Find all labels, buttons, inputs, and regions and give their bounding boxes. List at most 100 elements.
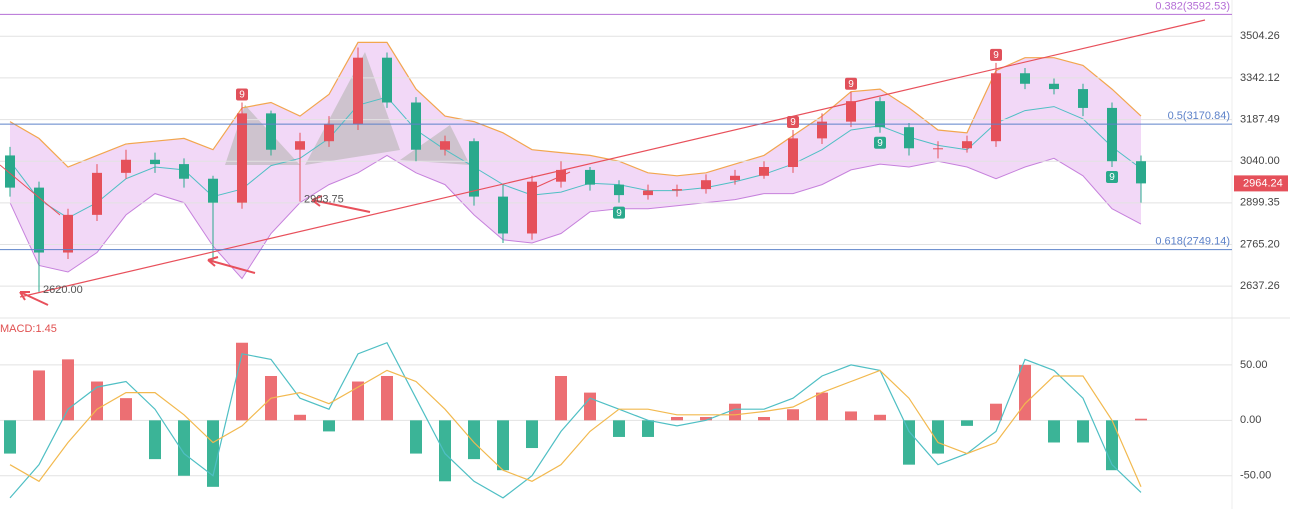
y-tick-label: 3040.00 xyxy=(1240,155,1280,167)
fib-label: 0.5(3170.84) xyxy=(1168,110,1230,122)
macd-bar xyxy=(1077,420,1089,443)
candle-body xyxy=(1078,89,1088,108)
macd-bar xyxy=(903,420,915,465)
candle-body xyxy=(759,167,769,176)
band-upper xyxy=(9,41,1142,177)
macd-bar xyxy=(33,370,45,421)
drawings xyxy=(0,19,1206,306)
y-tick-label: 3187.49 xyxy=(1240,113,1280,125)
y-tick-label: -50.00 xyxy=(1240,470,1271,482)
candle-body xyxy=(34,187,44,253)
y-tick-label: 0.00 xyxy=(1240,414,1261,426)
macd-bar xyxy=(439,420,451,482)
macd-bar xyxy=(381,375,393,421)
macd-bar xyxy=(555,375,567,421)
signal-badge xyxy=(787,115,799,128)
fib-label: 0.618(2749.14) xyxy=(1155,236,1230,248)
candle-body xyxy=(643,190,653,196)
signal-badge xyxy=(236,88,248,101)
signal-badge xyxy=(990,48,1002,61)
macd-bar xyxy=(758,417,770,421)
candle-body xyxy=(469,141,479,197)
trend-line xyxy=(0,164,61,216)
macd-bar xyxy=(62,359,74,421)
candle-body xyxy=(353,57,363,125)
candle-body xyxy=(324,124,334,142)
candle-body xyxy=(527,181,537,234)
candle-body xyxy=(295,141,305,150)
candle-body xyxy=(991,73,1001,142)
y-tick-label: 2765.20 xyxy=(1240,238,1280,250)
macd-title: MACD:1.45 xyxy=(0,323,57,335)
signal-label: 9 xyxy=(239,90,245,101)
y-tick-label: 2899.35 xyxy=(1240,197,1280,209)
macd-bar xyxy=(613,420,625,437)
macd-bar xyxy=(468,420,480,460)
candle-body xyxy=(933,148,943,150)
price-tag-label: 2964.24 xyxy=(1243,177,1283,189)
band-lower xyxy=(9,154,1142,280)
candle-body xyxy=(788,138,798,168)
trend-line xyxy=(529,171,571,191)
candle-body xyxy=(904,127,914,149)
dea-line xyxy=(9,369,1142,488)
signal-badge xyxy=(1106,171,1118,184)
arrow xyxy=(19,291,49,306)
candle-body xyxy=(63,214,73,253)
macd-bar xyxy=(1106,420,1118,471)
macd-bar xyxy=(729,403,741,421)
y-tick-label: 50.00 xyxy=(1240,359,1268,371)
arrow xyxy=(207,256,256,274)
candle-body xyxy=(121,159,131,173)
macd-bar xyxy=(4,420,16,454)
candle-body xyxy=(585,169,595,185)
macd-bar xyxy=(323,420,335,432)
candles xyxy=(4,47,1147,499)
macd-bar xyxy=(352,381,364,421)
macd-bar xyxy=(642,420,654,437)
macd-bar xyxy=(990,403,1002,421)
signal-label: 9 xyxy=(993,50,999,61)
candle-body xyxy=(498,196,508,234)
price-annotation: 2903.75 xyxy=(304,193,344,205)
y-tick-label: 3504.26 xyxy=(1240,30,1280,42)
macd-bar xyxy=(1135,418,1147,421)
candle-body xyxy=(1107,107,1117,162)
candle-body xyxy=(266,113,276,150)
candle-body xyxy=(179,164,189,179)
signal-label: 9 xyxy=(790,117,796,128)
candle-body xyxy=(150,159,160,165)
candle-body xyxy=(1136,161,1146,184)
macd-bar xyxy=(120,398,132,421)
macd-bar xyxy=(1048,420,1060,443)
candle-body xyxy=(440,141,450,150)
signal-label: 9 xyxy=(616,208,622,219)
candle-body xyxy=(237,113,247,203)
macd-bar xyxy=(1019,364,1031,421)
signal-badge xyxy=(613,206,625,219)
candle-body xyxy=(875,101,885,128)
macd-bar xyxy=(526,420,538,449)
candle-body xyxy=(614,184,624,196)
macd-bar xyxy=(932,420,944,454)
dif-line xyxy=(9,341,1142,499)
candle-body xyxy=(672,189,682,191)
candle-body xyxy=(1049,83,1059,90)
price-tag xyxy=(1234,175,1288,192)
macd-bar xyxy=(91,381,103,421)
signal-badge xyxy=(874,136,886,149)
macd-bar xyxy=(178,420,190,476)
macd-bar xyxy=(961,420,973,426)
arrow xyxy=(311,195,371,213)
macd-bar xyxy=(816,392,828,421)
candle-body xyxy=(92,172,102,215)
macd-bar xyxy=(671,417,683,421)
candle-body xyxy=(701,180,711,190)
macd-bar xyxy=(787,409,799,421)
macd-bar xyxy=(584,392,596,421)
candle-body xyxy=(817,121,827,139)
signal-label: 9 xyxy=(1109,172,1115,183)
signal-badge xyxy=(845,77,857,90)
